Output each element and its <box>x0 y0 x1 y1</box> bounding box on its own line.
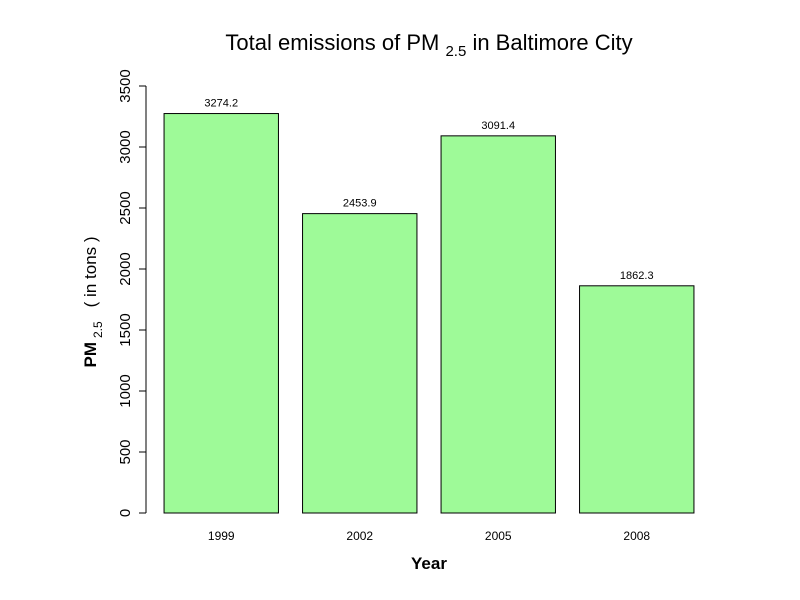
x-tick-label: 2008 <box>623 529 650 543</box>
y-tick-label: 0 <box>117 509 134 517</box>
bar-2008 <box>579 285 695 514</box>
y-tick-label: 500 <box>117 439 134 464</box>
y-tick-label: 2000 <box>117 252 134 285</box>
x-tick-label: 2002 <box>346 529 373 543</box>
y-tick-label: 1500 <box>117 313 134 346</box>
bar-1999 <box>163 113 279 514</box>
y-tick-label: 3500 <box>117 69 134 102</box>
bar-value-label: 2453.9 <box>343 198 377 210</box>
y-tick-label: 1000 <box>117 374 134 407</box>
bars-group: 3274.2 2453.9 3091.4 1862.3 <box>163 98 695 514</box>
bar-value-label: 1862.3 <box>620 270 654 282</box>
x-tick-label: 1999 <box>208 529 235 543</box>
y-axis-label-main: PM <box>81 342 100 368</box>
bar-2005 <box>440 135 556 514</box>
x-axis-label: Year <box>411 554 447 573</box>
bar-value-label: 3091.4 <box>481 120 515 132</box>
y-axis-label-subscript: 2.5 <box>91 321 105 338</box>
y-axis: 0 500 1000 1500 2000 2500 3000 3500 <box>117 69 147 517</box>
chart-title-suffix: in Baltimore City <box>466 30 632 55</box>
x-tick-label: 2005 <box>485 529 512 543</box>
chart-title-prefix: Total emissions of PM <box>225 30 445 55</box>
y-tick-label: 3000 <box>117 130 134 163</box>
chart-title: Total emissions of PM 2.5 in Baltimore C… <box>225 30 632 60</box>
bar-2002 <box>302 213 418 514</box>
chart-title-subscript: 2.5 <box>445 43 466 60</box>
y-tick-label: 2500 <box>117 191 134 224</box>
y-axis-label-suffix: ( in tons ) <box>81 236 100 307</box>
y-axis-label: PM 2.5 ( in tons ) <box>81 236 105 367</box>
bar-value-label: 3274.2 <box>204 98 238 110</box>
x-tick-labels: 1999 2002 2005 2008 <box>208 529 651 543</box>
